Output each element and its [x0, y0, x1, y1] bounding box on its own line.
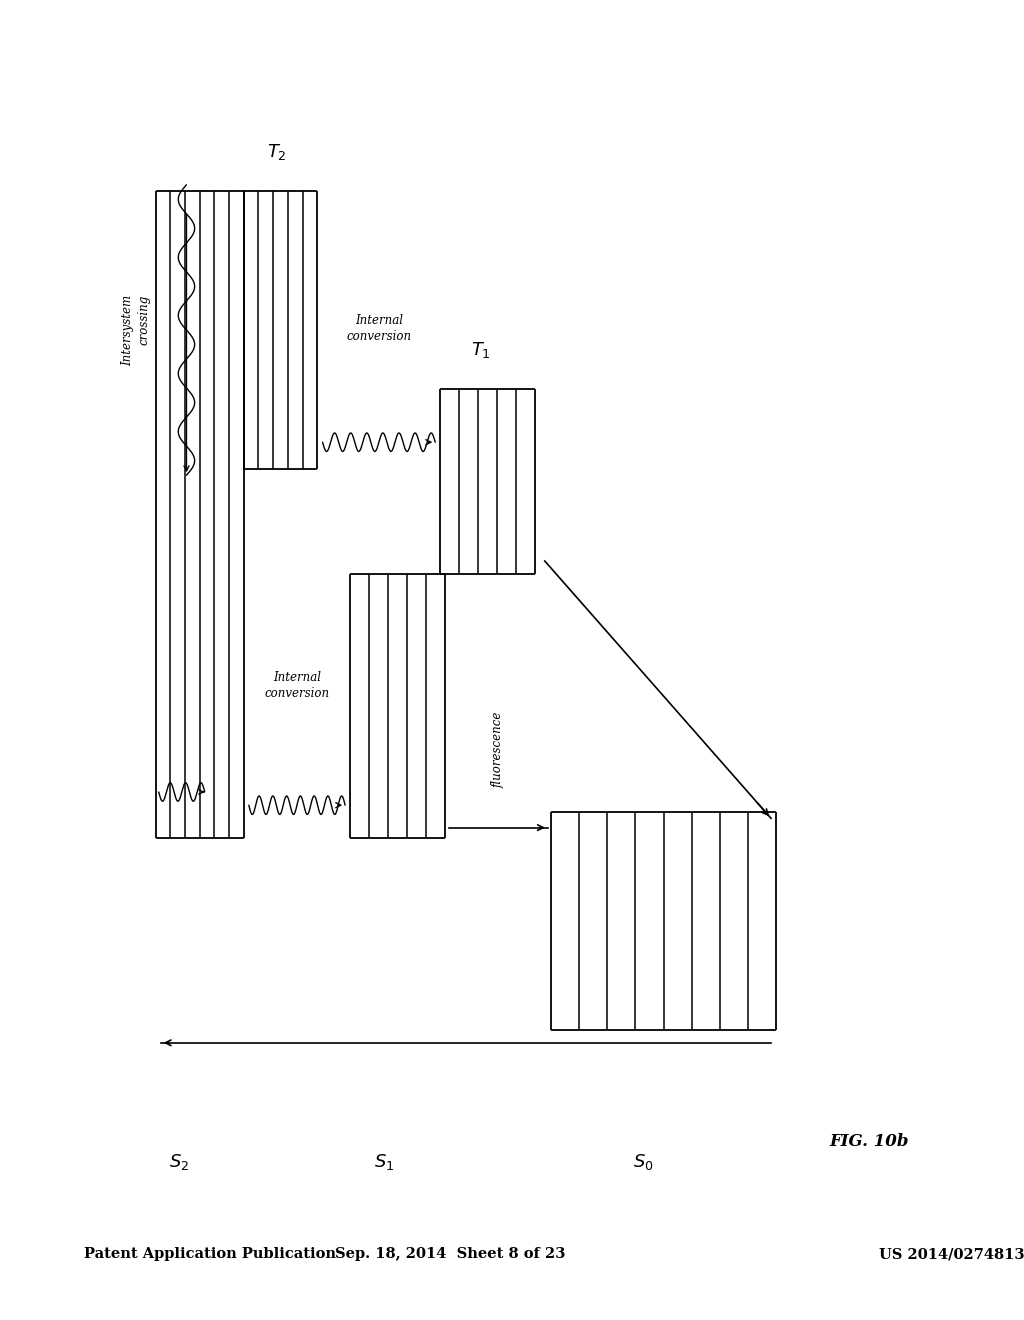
Text: FIG. 10b: FIG. 10b: [829, 1134, 909, 1150]
Text: Sep. 18, 2014  Sheet 8 of 23: Sep. 18, 2014 Sheet 8 of 23: [336, 1247, 565, 1261]
Text: $T_1$: $T_1$: [471, 339, 492, 360]
Text: Patent Application Publication: Patent Application Publication: [84, 1247, 336, 1261]
Text: Internal
conversion: Internal conversion: [264, 671, 330, 700]
Text: Internal
conversion: Internal conversion: [346, 314, 412, 343]
Text: $T_2$: $T_2$: [266, 141, 287, 162]
Text: fluorescence: fluorescence: [492, 711, 505, 788]
Text: $S_0$: $S_0$: [633, 1151, 653, 1172]
Text: Intersystem
crossing: Intersystem crossing: [122, 294, 151, 366]
Text: $S_1$: $S_1$: [374, 1151, 394, 1172]
Text: US 2014/0274813 A1: US 2014/0274813 A1: [879, 1247, 1024, 1261]
Text: $S_2$: $S_2$: [169, 1151, 189, 1172]
